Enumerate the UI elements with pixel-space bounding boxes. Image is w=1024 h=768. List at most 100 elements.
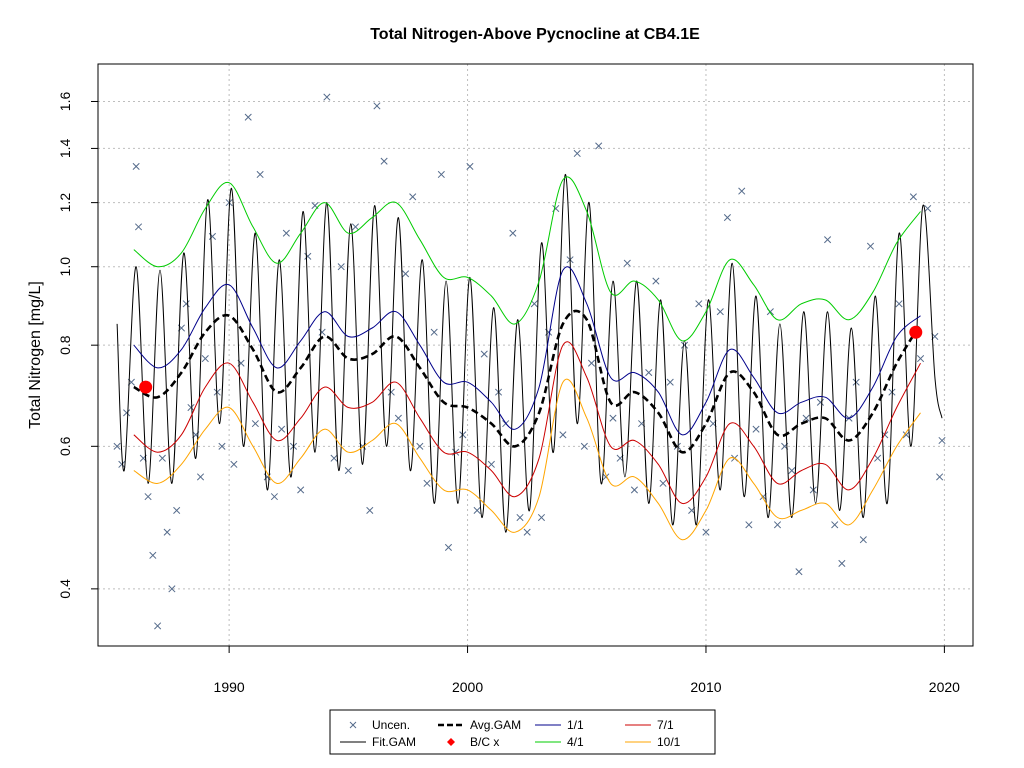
uncensored-point — [866, 242, 875, 250]
uncensored-point — [208, 232, 216, 240]
uncensored-point — [394, 414, 402, 422]
uncensored-point-stroke — [118, 460, 126, 468]
uncensored-point-stroke — [256, 170, 264, 179]
y-tick-label: 0.4 — [57, 579, 73, 599]
uncensored-point-stroke — [218, 442, 226, 450]
uncensored-point-stroke — [318, 328, 326, 336]
uncensored-point-stroke — [158, 454, 166, 462]
uncensored-point — [337, 263, 345, 271]
uncensored-point — [816, 398, 824, 406]
uncensored-point-stroke — [480, 350, 488, 358]
uncensored-point — [256, 170, 264, 179]
uncensored-point — [916, 355, 925, 363]
uncensored-point — [559, 431, 567, 439]
uncensored-point — [366, 506, 374, 514]
uncensored-point — [902, 431, 910, 439]
uncensored-point — [318, 328, 326, 336]
fit-gam-line — [116, 173, 943, 533]
chart-title: Total Nitrogen-Above Pycnocline at CB4.1… — [370, 26, 700, 43]
uncensored-point-stroke — [573, 149, 581, 158]
uncensored-point-stroke — [831, 521, 839, 529]
uncensored-point — [444, 543, 453, 552]
uncensored-point-stroke — [916, 355, 925, 363]
uncensored-point-stroke — [402, 270, 410, 278]
uncensored-point-stroke — [323, 93, 331, 101]
uncensored-point — [537, 513, 546, 522]
uncensored-point — [587, 359, 596, 367]
y-tick-label: 1.6 — [57, 92, 73, 112]
uncensored-point-stroke — [745, 521, 753, 529]
uncensored-point-stroke — [373, 102, 381, 110]
uncensored-point-stroke — [230, 460, 238, 468]
uncensored-point-stroke — [163, 528, 171, 536]
uncensored-point — [580, 442, 588, 450]
uncensored-point — [132, 162, 140, 171]
uncensored-point — [788, 467, 796, 475]
uncensored-point — [659, 479, 667, 487]
uncensored-point-stroke — [144, 493, 152, 501]
uncensored-point-stroke — [182, 300, 190, 308]
legend-label: 10/1 — [657, 735, 681, 749]
uncensored-point — [173, 506, 181, 514]
uncensored-point-stroke — [587, 359, 596, 367]
uncensored-point-stroke — [716, 308, 724, 316]
x-tick-label: 2020 — [929, 679, 960, 695]
uncensored-point-stroke — [523, 528, 531, 536]
uncensored-point-stroke — [282, 229, 290, 237]
uncensored-point-stroke — [559, 431, 567, 439]
uncensored-point — [187, 403, 195, 412]
uncensored-point-stroke — [278, 425, 286, 433]
uncensored-point-stroke — [788, 467, 796, 475]
y-tick-label: 0.8 — [57, 335, 73, 355]
uncensored-point — [330, 454, 338, 462]
uncensored-point-stroke — [444, 543, 453, 552]
uncensored-point — [387, 388, 395, 396]
uncensored-point-stroke — [652, 277, 660, 285]
uncensored-point — [251, 420, 259, 428]
uncensored-point-stroke — [659, 479, 667, 487]
legend-item: 10/1 — [625, 735, 681, 749]
uncensored-point — [645, 369, 653, 377]
x-tick-label: 2010 — [690, 679, 721, 695]
uncensored-point — [323, 93, 331, 101]
uncensored-point-stroke — [859, 536, 867, 544]
uncensored-point-stroke — [738, 187, 746, 195]
uncensored-point-stroke — [816, 398, 824, 406]
uncensored-point — [123, 409, 131, 417]
legend-label: Uncen. — [372, 718, 410, 732]
uncensored-point — [282, 229, 290, 237]
legend: Uncen. Fit.GAM Avg.GAM B/C x 1/1 4/1 7/1 10/1 — [329, 709, 716, 755]
uncensored-point-stroke — [123, 409, 131, 417]
uncensored-point — [924, 204, 932, 213]
uncensored-point-stroke — [702, 528, 710, 536]
uncensored-point-stroke — [452, 448, 460, 456]
uncensored-point-stroke — [297, 486, 305, 494]
uncensored-point-stroke — [666, 378, 674, 386]
uncensored-point — [459, 431, 467, 439]
legend-item: Fit.GAM — [340, 735, 416, 749]
uncensored-point — [595, 142, 603, 150]
uncensored-point — [516, 513, 524, 522]
uncensored-point — [423, 479, 431, 487]
grid-layer — [98, 64, 973, 646]
uncensored-point — [859, 536, 867, 544]
uncensored-point-stroke — [330, 454, 338, 462]
uncensored-point-stroke — [487, 460, 495, 468]
uncensored-point — [113, 442, 121, 450]
uncensored-point — [297, 486, 305, 494]
uncensored-point — [831, 521, 839, 529]
uncensored-point-stroke — [938, 436, 946, 445]
uncensored-point — [487, 460, 495, 468]
uncensored-point-stroke — [201, 355, 209, 363]
uncensored-point-stroke — [304, 252, 312, 260]
uncensored-point-stroke — [430, 328, 438, 336]
uncensored-point — [218, 442, 226, 450]
uncensored-point-stroke — [366, 506, 374, 514]
uncensored-point — [552, 204, 560, 213]
legend-item: 7/1 — [625, 718, 674, 732]
legend-label: 4/1 — [567, 735, 584, 749]
legend-label: B/C x — [470, 735, 499, 749]
uncensored-point-stroke — [924, 204, 932, 213]
uncensored-point — [652, 277, 660, 285]
uncensored-point-stroke — [187, 403, 195, 412]
